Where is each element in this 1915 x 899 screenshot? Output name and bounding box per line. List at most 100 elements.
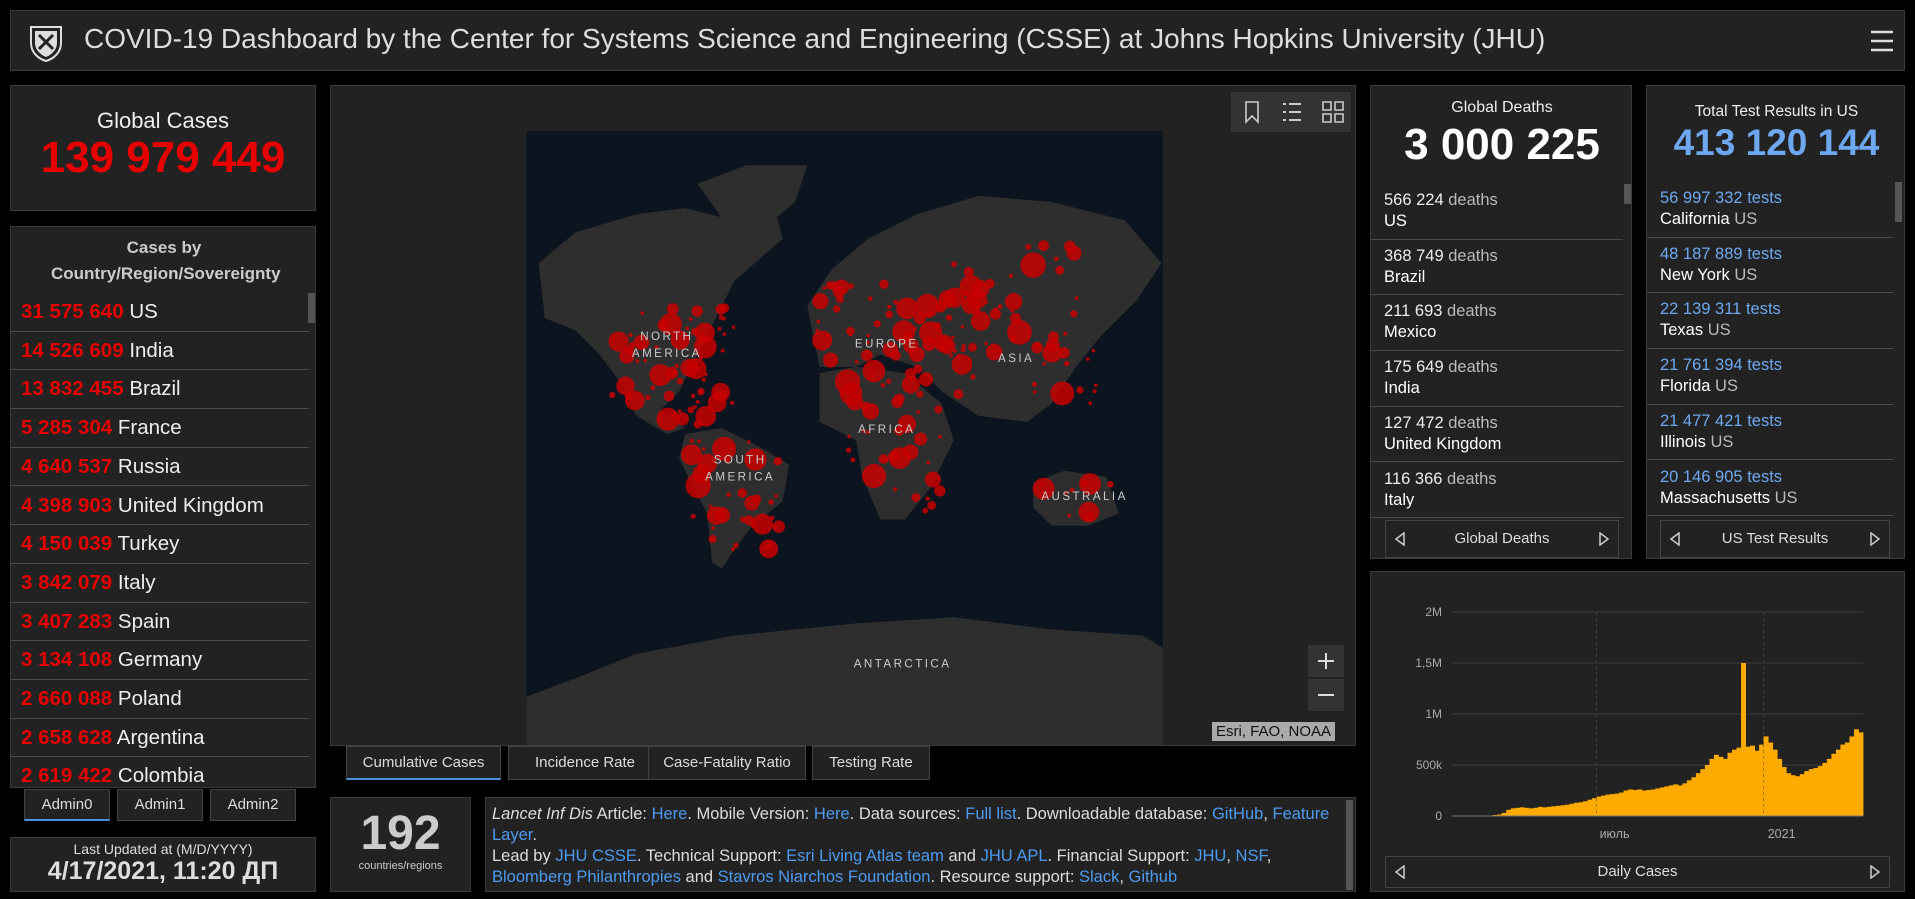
case-dot [888, 447, 911, 470]
bar [1736, 747, 1742, 816]
scrollbar[interactable] [308, 293, 315, 323]
map-tools[interactable] [1231, 92, 1351, 132]
case-dot [878, 454, 889, 464]
country-row[interactable]: 4 150 039 Turkey [11, 525, 309, 564]
stat-name: United Kingdom [1384, 434, 1502, 453]
stat-line: Brazil [1384, 267, 1623, 288]
scrollbar[interactable] [1346, 800, 1353, 890]
info-link[interactable]: Slack [1079, 868, 1120, 886]
info-link[interactable]: Full list [965, 805, 1017, 823]
info-link[interactable]: Github [1128, 868, 1178, 886]
stat-row[interactable]: 116 366 deaths Italy [1371, 463, 1623, 519]
country-row[interactable]: 14 526 609 India [11, 332, 309, 371]
zoom-in[interactable] [1308, 645, 1344, 677]
country-row[interactable]: 4 640 537 Russia [11, 448, 309, 487]
map-tab[interactable]: Incidence Rate [508, 746, 662, 780]
case-dot [866, 333, 871, 338]
scrollbar[interactable] [1624, 184, 1631, 204]
case-dot [730, 400, 735, 406]
info-link[interactable]: JHU [1194, 847, 1227, 865]
country-name: United Kingdom [117, 493, 264, 517]
case-dot [657, 381, 662, 386]
case-dot [1092, 389, 1097, 394]
case-dot [832, 305, 841, 313]
case-dot [693, 405, 698, 410]
country-row[interactable]: 3 842 079 Italy [11, 564, 309, 603]
menu-button[interactable] [1869, 29, 1895, 53]
info-link[interactable]: JHU APL [980, 847, 1048, 865]
admin-tab[interactable]: Admin2 [210, 789, 296, 821]
country-row[interactable]: 2 658 628 Argentina [11, 719, 309, 758]
case-dot [971, 279, 990, 298]
stat-value: 566 224 [1384, 191, 1444, 209]
zoom-out[interactable] [1308, 679, 1344, 711]
bar [1596, 796, 1602, 816]
admin-tab[interactable]: Admin0 [24, 789, 110, 821]
info-link[interactable]: Feature Layer [492, 805, 1330, 844]
info-link[interactable]: NSF [1235, 847, 1267, 865]
map-tab[interactable]: Cumulative Cases [346, 746, 501, 780]
info-link[interactable]: Stavros Niarchos Foundation [717, 868, 931, 886]
info-link[interactable]: Bloomberg Philanthropies [492, 868, 681, 886]
country-row[interactable]: 2 660 088 Poland [11, 680, 309, 719]
stat-row[interactable]: 566 224 deaths US [1371, 184, 1623, 240]
stat-nav[interactable]: Global Deaths [1385, 520, 1619, 558]
map-toolbar [1231, 92, 1351, 132]
country-row[interactable]: 4 398 903 United Kingdom [11, 487, 309, 526]
bar [1741, 663, 1746, 816]
stat-region: US [1707, 321, 1731, 340]
map-tab[interactable]: Testing Rate [812, 746, 930, 780]
us-tests-panel: Total Test Results in US 413 120 144 56 … [1646, 85, 1905, 559]
daily-nav[interactable]: Daily Cases [1385, 856, 1890, 888]
scrollbar[interactable] [1895, 182, 1902, 222]
stat-name: Florida [1660, 377, 1711, 396]
daily-nav-label: Daily Cases [1597, 863, 1678, 880]
country-row[interactable]: 5 285 304 France [11, 409, 309, 448]
stat-row[interactable]: 21 477 421 tests Illinois US [1647, 405, 1893, 461]
map-tab[interactable]: Case-Fatality Ratio [648, 746, 806, 780]
info-link[interactable]: Here [813, 805, 850, 823]
stat-row[interactable]: 56 997 332 tests California US [1647, 182, 1893, 238]
bar [1713, 754, 1719, 816]
case-dot [925, 496, 930, 501]
info-text: . Downloadable database: [1016, 805, 1212, 823]
stat-unit: tests [1747, 189, 1783, 207]
case-dot [845, 447, 852, 453]
bar [1673, 784, 1679, 816]
info-link[interactable]: Esri Living Atlas team [786, 847, 944, 865]
bar [1601, 795, 1606, 816]
country-row[interactable]: 3 407 283 Spain [11, 603, 309, 642]
info-link[interactable]: GitHub [1211, 805, 1264, 823]
case-dot [870, 369, 874, 373]
stat-region: US [1734, 210, 1758, 228]
bar [1637, 789, 1643, 816]
country-row[interactable]: 2 619 422 Colombia [11, 757, 309, 787]
bar [1564, 804, 1570, 816]
case-dot [848, 332, 853, 337]
bar [1858, 732, 1864, 816]
stat-row[interactable]: 211 693 deaths Mexico [1371, 295, 1623, 352]
info-text: . Financial Support: [1047, 847, 1195, 865]
case-dot [862, 359, 886, 383]
bar [1781, 767, 1787, 816]
info-link[interactable]: JHU CSSE [555, 847, 637, 865]
stat-row[interactable]: 127 472 deaths United Kingdom [1371, 407, 1623, 463]
bar [1817, 766, 1823, 816]
admin-tab[interactable]: Admin1 [117, 789, 203, 821]
country-row[interactable]: 3 134 108 Germany [11, 641, 309, 680]
country-row[interactable]: 31 575 640 US [11, 293, 309, 332]
stat-row[interactable]: 175 649 deaths India [1371, 351, 1623, 407]
stat-row[interactable]: 368 749 deaths Brazil [1371, 240, 1623, 296]
stat-row[interactable]: 21 761 394 tests Florida US [1647, 349, 1893, 405]
info-link[interactable]: Here [651, 805, 688, 823]
map-panel: NORTH AMERICA EUROPE ASIA AFRICA SOUTH AMERICA… [330, 85, 1356, 746]
country-row[interactable]: 13 832 455 Brazil [11, 370, 309, 410]
stat-row[interactable]: 22 139 311 tests Texas US [1647, 293, 1893, 350]
stat-nav[interactable]: US Test Results [1660, 520, 1890, 558]
stat-row[interactable]: 48 187 889 tests New York US [1647, 238, 1893, 294]
stat-row[interactable]: 20 146 905 tests Massachusetts US [1647, 461, 1893, 517]
country-cases: 14 526 609 [21, 338, 124, 362]
info-text: . Technical Support: [636, 847, 787, 865]
map[interactable]: NORTH AMERICA EUROPE ASIA AFRICA SOUTH AMERICA… [331, 86, 1356, 746]
stat-name: Massachusetts [1660, 488, 1771, 507]
